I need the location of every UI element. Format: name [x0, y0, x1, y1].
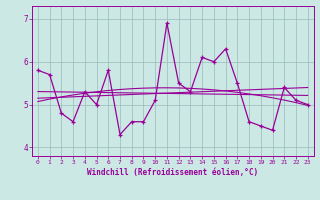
X-axis label: Windchill (Refroidissement éolien,°C): Windchill (Refroidissement éolien,°C): [87, 168, 258, 177]
